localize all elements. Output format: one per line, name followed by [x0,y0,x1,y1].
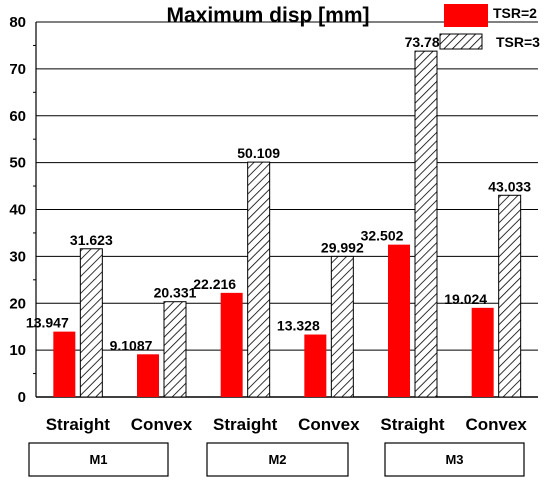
y-tick-label: 70 [9,61,26,78]
y-tick-label: 60 [9,108,26,125]
category-labels: Straight Convex Straight Convex Straight Conv… [46,415,528,434]
legend-swatch-tsr2 [444,4,488,27]
data-label: 31.623 [70,232,113,248]
bar-tsr2 [137,354,159,397]
data-label: 20.331 [154,285,197,301]
bar-tsr2 [220,292,243,397]
bar-tsr3 [247,161,271,398]
bar-tsr3 [498,194,522,398]
category-label: Straight [46,415,111,434]
bar-tsr2 [304,334,327,397]
category-label: Convex [465,415,527,434]
category-label: Straight [380,415,445,434]
bar-tsr3 [79,248,103,398]
y-tick-label: 30 [9,248,26,265]
group-label: M1 [89,452,107,467]
data-label: 73.785 [405,34,448,50]
bar-tsr3 [163,301,187,398]
y-tick-label: 40 [9,202,26,219]
group-label: M2 [268,452,286,467]
gridlines [33,21,538,398]
category-label: Straight [213,415,278,434]
group-label: M3 [445,452,463,467]
data-label: 9.1087 [110,337,153,353]
legend-label-tsr2: TSR=2 [493,5,537,21]
data-label: 43.033 [488,178,531,194]
legend: TSR=2 TSR=3 [439,4,540,50]
y-tick-label: 10 [9,342,26,359]
y-tick-label: 50 [9,155,26,172]
data-label: 19.024 [444,291,487,307]
data-label: 22.216 [193,276,236,292]
bar-tsr2 [388,244,410,397]
y-axis-ticks: 0 10 20 30 40 50 60 70 80 [9,14,26,406]
category-label: Convex [131,415,193,434]
group-box [28,442,169,477]
group-boxes: M1 M2 M3 [28,442,525,477]
bar-tsr3 [414,50,438,398]
legend-label-tsr3: TSR=3 [496,34,540,50]
chart-title: Maximum disp [mm] [166,4,369,27]
data-label: 29.992 [321,239,364,255]
y-tick-label: 80 [9,14,26,31]
bar-tsr2 [53,331,76,397]
bars [53,50,522,398]
data-label: 13.947 [26,315,69,331]
bar-tsr3 [330,255,354,398]
category-label: Convex [298,415,360,434]
data-label: 13.328 [277,318,320,334]
y-tick-label: 0 [18,389,26,406]
y-tick-label: 20 [9,295,26,312]
group-box [384,442,525,477]
data-label: 32.502 [361,228,404,244]
legend-swatch-tsr3 [439,33,483,50]
group-box [206,442,349,477]
data-label: 50.109 [237,145,280,161]
bar-tsr2 [471,307,494,397]
